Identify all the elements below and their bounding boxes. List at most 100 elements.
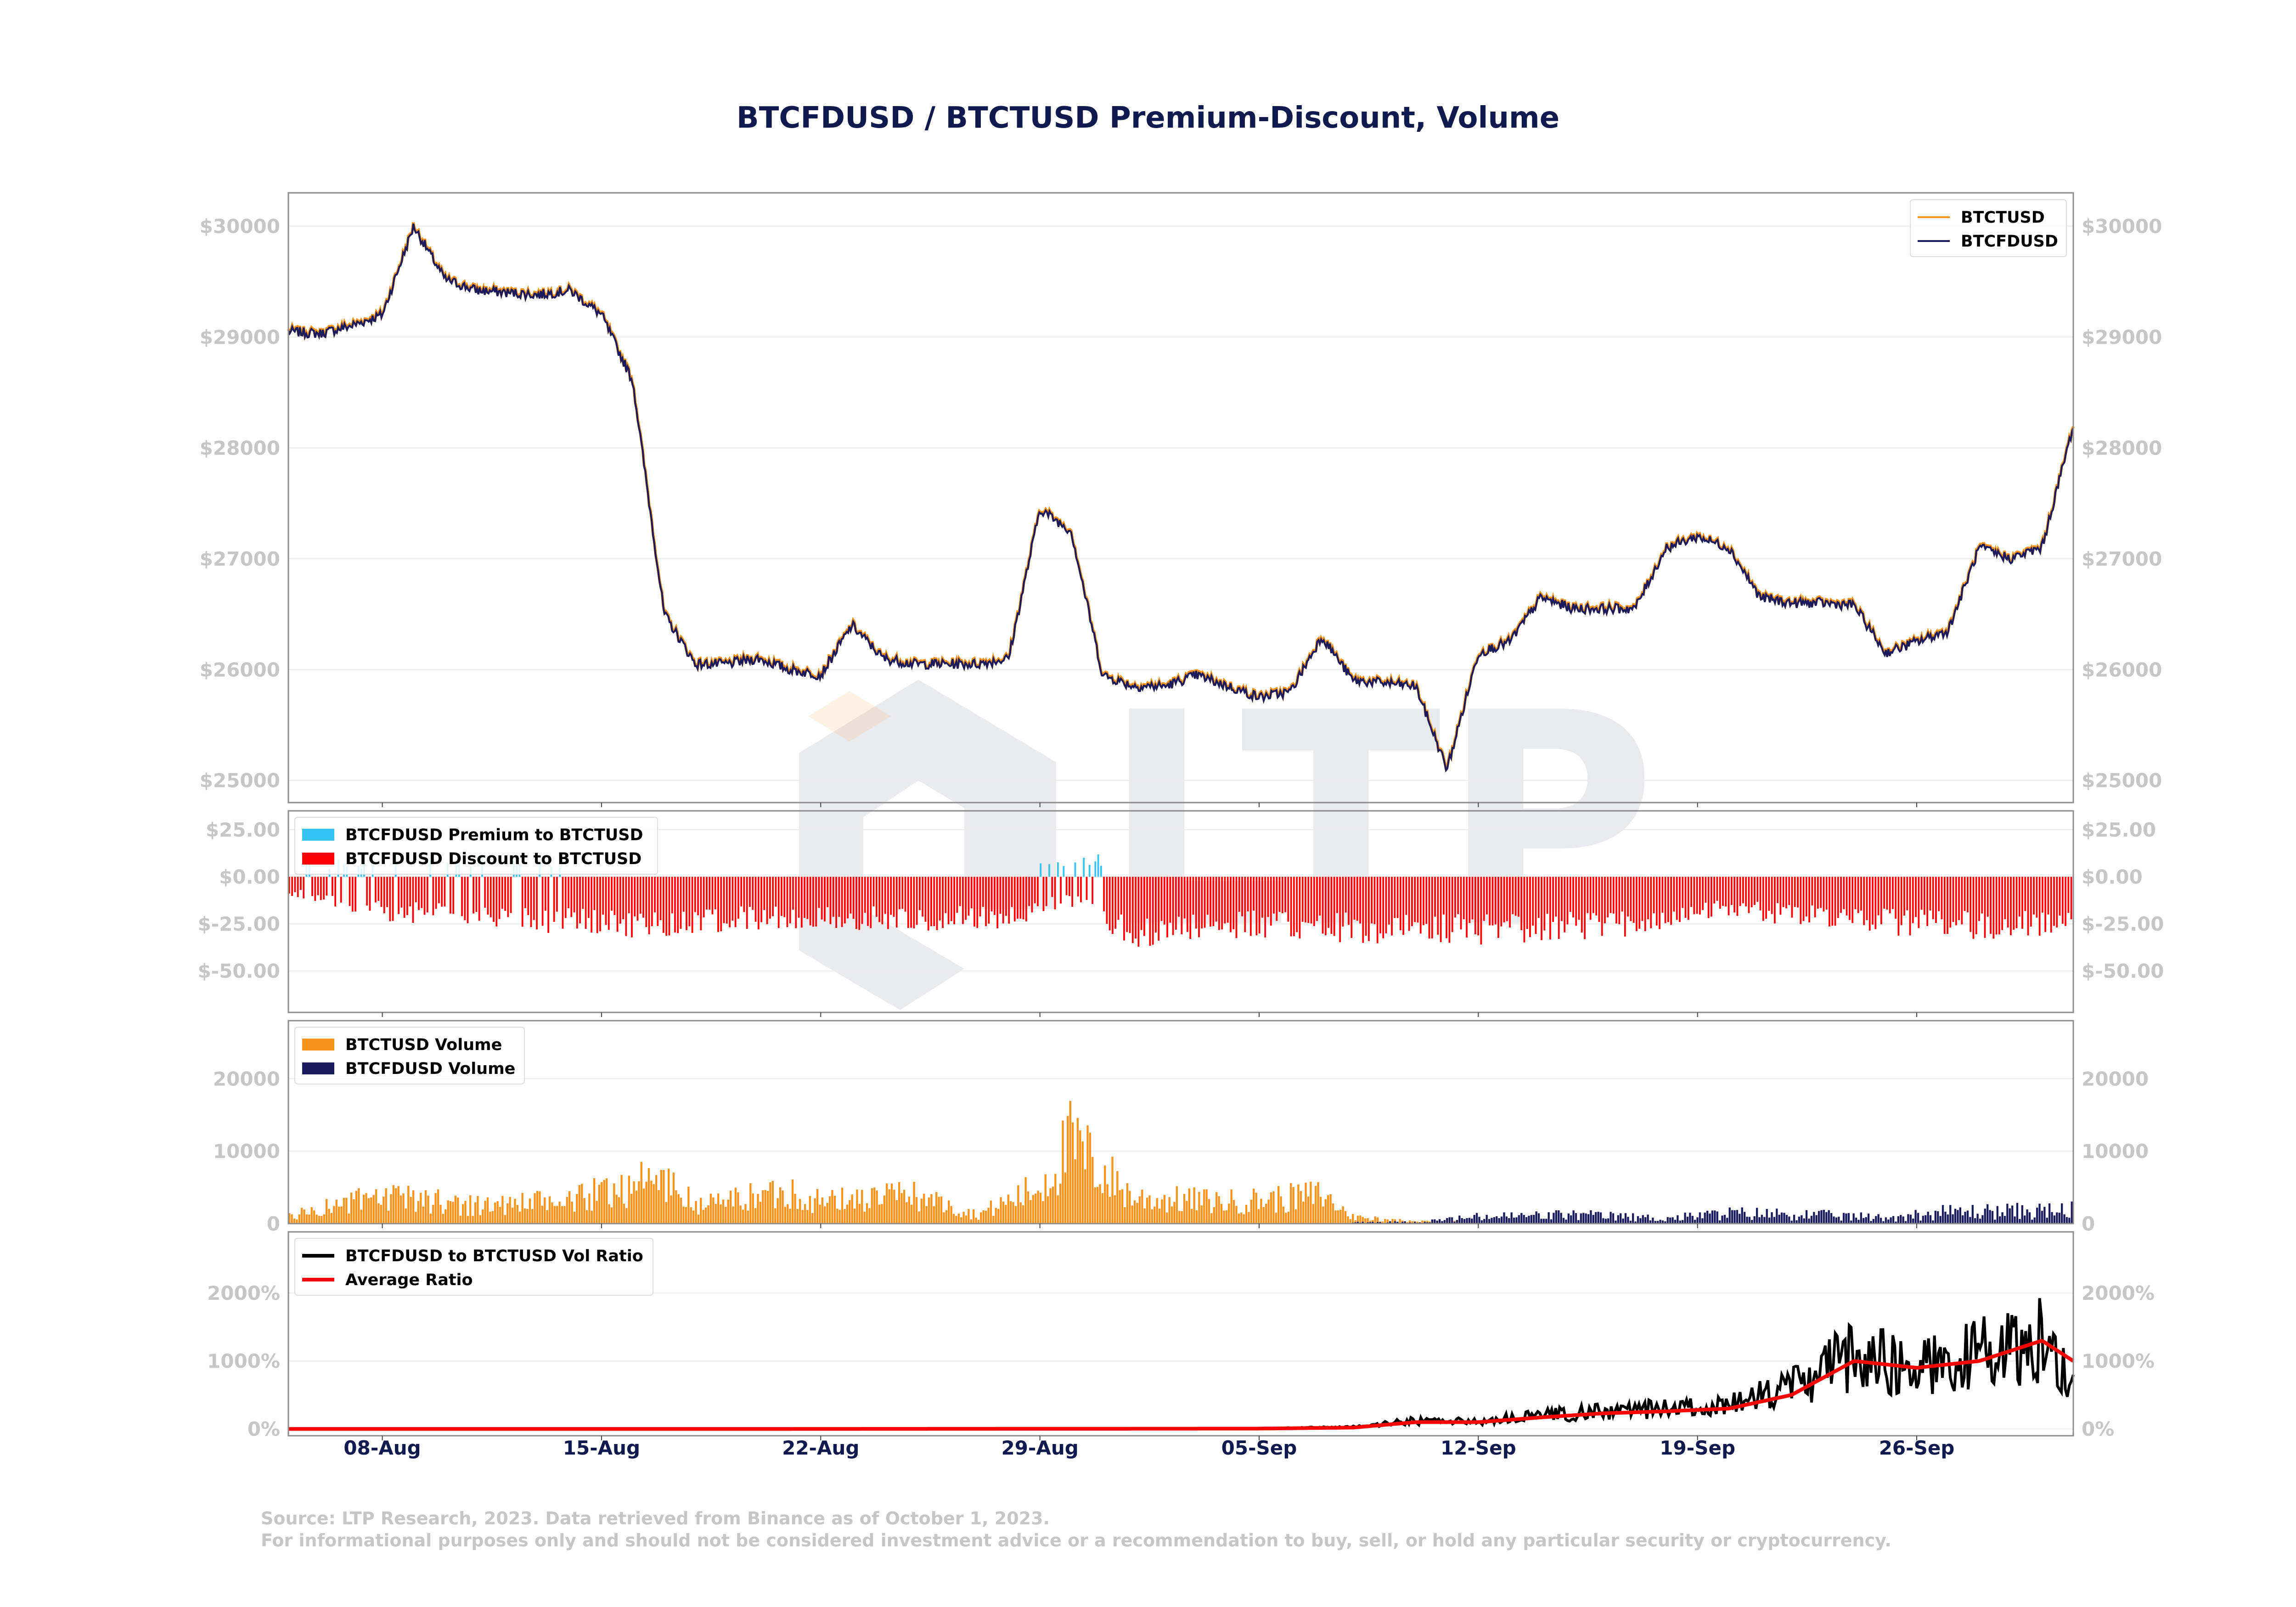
btcfdusd-volume-bar	[1624, 1213, 1627, 1224]
discount-bar	[901, 877, 904, 909]
discount-bar	[1984, 877, 1986, 938]
btctusd-volume-bar	[1178, 1211, 1181, 1224]
discount-bar	[1489, 877, 1491, 926]
btcfdusd-volume-bar	[2016, 1202, 2019, 1224]
btctusd-volume-bar	[692, 1210, 695, 1224]
btcfdusd-volume-bar	[1682, 1220, 1684, 1224]
btcfdusd-volume-bar	[1890, 1217, 1892, 1224]
discount-bar	[1805, 877, 1807, 917]
discount-bar	[1947, 877, 1948, 934]
discount-bar	[484, 877, 486, 908]
discount-bar	[1013, 877, 1016, 921]
discount-bar	[878, 877, 880, 922]
discount-bar	[1788, 877, 1790, 905]
discount-bar	[924, 877, 927, 922]
btctusd-volume-bar	[608, 1204, 610, 1224]
btctusd-volume-bar	[784, 1207, 787, 1224]
discount-bar	[1872, 877, 1874, 925]
btctusd-volume-bar	[1104, 1165, 1106, 1224]
btctusd-volume-bar	[1342, 1206, 1344, 1224]
btctusd-volume-bar	[1054, 1174, 1057, 1224]
btctusd-volume-bar	[573, 1211, 576, 1224]
discount-bar	[2067, 877, 2070, 913]
btcfdusd-volume-bar	[1984, 1208, 1986, 1224]
y-tick-label-left: 20000	[213, 1068, 280, 1090]
discount-bar	[988, 877, 990, 924]
btctusd-volume-bar	[429, 1214, 432, 1224]
discount-bar	[772, 877, 774, 916]
btcfdusd-volume-bar	[1612, 1213, 1615, 1224]
btcfdusd-volume-bar	[1666, 1217, 1669, 1224]
discount-bar	[717, 877, 719, 932]
volume-ratio-panel: 0% 0% 1000% 1000% 2000% 2000% BTCFDUSD to BTCT…	[207, 1231, 2155, 1440]
discount-bar	[1529, 877, 1531, 937]
btctusd-volume-bar	[1426, 1220, 1429, 1224]
discount-bar	[1814, 877, 1816, 917]
discount-bar	[1733, 877, 1735, 913]
btctusd-volume-bar	[1282, 1206, 1285, 1224]
discount-bar	[1028, 877, 1030, 906]
data-point	[819, 674, 822, 676]
btctusd-volume-bar	[1297, 1184, 1300, 1224]
btcfdusd-volume-bar	[1674, 1219, 1677, 1224]
btctusd-volume-bar	[982, 1210, 985, 1224]
btcfdusd-volume-bar	[1555, 1210, 1558, 1224]
btctusd-volume-bar	[556, 1206, 558, 1224]
discount-bar	[1460, 877, 1462, 930]
discount-bar	[1471, 877, 1474, 920]
btcfdusd-volume-bar	[1622, 1218, 1624, 1224]
btctusd-volume-bar	[288, 1213, 291, 1224]
premium-bar	[1074, 862, 1076, 877]
discount-bar	[818, 877, 820, 908]
legend-label: BTCFDUSD	[1961, 232, 2058, 251]
discount-bar	[412, 877, 414, 923]
btctusd-volume-bar	[650, 1180, 653, 1224]
discount-bar	[1952, 877, 1954, 922]
btcfdusd-volume-bar	[1753, 1216, 1756, 1224]
discount-bar	[1943, 877, 1946, 934]
discount-bar	[694, 877, 696, 912]
discount-bar	[2050, 877, 2052, 933]
btctusd-volume-bar	[1195, 1210, 1198, 1224]
discount-bar	[812, 877, 814, 927]
data-point	[913, 663, 916, 665]
discount-bar	[792, 877, 794, 910]
discount-bar	[815, 877, 817, 927]
btctusd-volume-bar	[1232, 1200, 1235, 1224]
discount-bar	[1037, 877, 1039, 906]
btctusd-volume-bar	[633, 1181, 635, 1224]
btctusd-volume-bar	[895, 1200, 898, 1224]
btctusd-volume-bar	[516, 1205, 518, 1224]
btcfdusd-volume-bar	[1929, 1215, 1932, 1224]
discount-bar	[1679, 877, 1681, 922]
btctusd-volume-bar	[585, 1210, 588, 1224]
btctusd-volume-bar	[938, 1197, 940, 1224]
discount-bar	[1163, 877, 1165, 925]
data-point	[381, 314, 384, 316]
discount-bar	[1376, 877, 1379, 944]
discount-bar	[1195, 877, 1197, 929]
btcfdusd-volume-bar	[1833, 1216, 1835, 1224]
discount-bar	[636, 877, 639, 921]
btcfdusd-volume-bar	[1389, 1221, 1391, 1224]
btctusd-volume-bar	[335, 1199, 338, 1224]
discount-bar	[835, 877, 837, 928]
discount-bar	[392, 877, 394, 921]
discount-bar	[1834, 877, 1836, 926]
discount-bar	[899, 877, 900, 910]
btctusd-volume-bar	[930, 1194, 933, 1224]
discount-bar	[2015, 877, 2018, 928]
btctusd-volume-bar	[1416, 1221, 1418, 1224]
btctusd-volume-bar	[1099, 1184, 1101, 1224]
data-point	[1821, 601, 1824, 604]
discount-bar	[1270, 877, 1272, 926]
btcfdusd-volume-bar	[1369, 1222, 1372, 1224]
discount-bar	[605, 877, 607, 925]
discount-bar	[1255, 877, 1258, 936]
discount-bar	[1198, 877, 1200, 938]
btctusd-volume-bar	[1009, 1201, 1012, 1224]
btcfdusd-volume-bar	[1599, 1212, 1602, 1224]
data-point	[538, 293, 540, 296]
btcfdusd-volume-bar	[1525, 1217, 1528, 1224]
btcfdusd-volume-bar	[1562, 1218, 1565, 1224]
